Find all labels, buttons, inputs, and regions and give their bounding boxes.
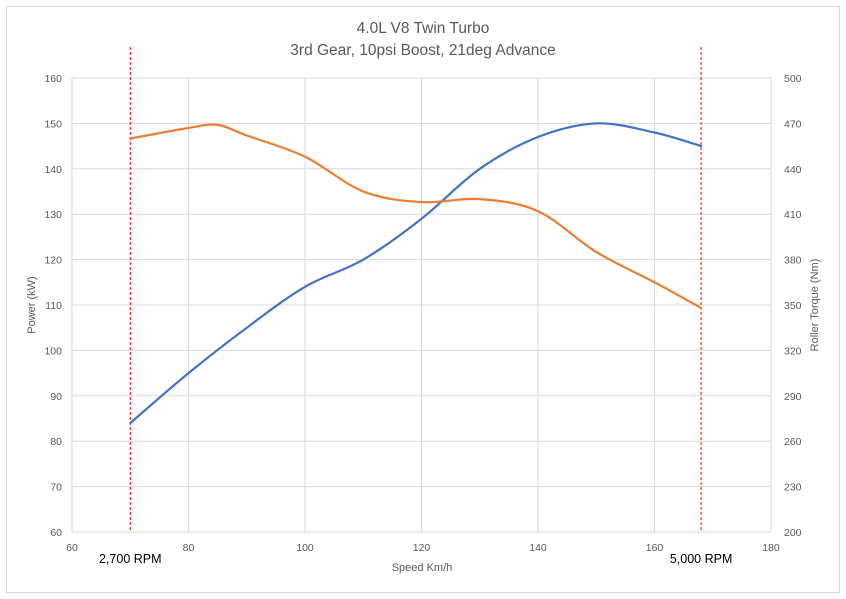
chart-title-line-1: 4.0L V8 Twin Turbo [357,20,490,37]
y2-tick-label: 410 [784,209,802,221]
series [129,122,703,425]
x-tick-label: 140 [529,542,547,554]
y-tick-label: 130 [44,209,62,221]
y-tick-label: 80 [50,436,62,448]
y-axis-title: Power (kW) [26,276,38,333]
x-tick-label: 60 [66,542,78,554]
y-tick-label: 140 [44,164,62,176]
y2-axis-title: Roller Torque (Nm) [809,259,821,352]
chart-title-line-2: 3rd Gear, 10psi Boost, 21deg Advance [290,42,555,59]
x-tick-label: 100 [296,542,314,554]
rpm-markers: 2,700 RPM 5,000 RPM [99,47,732,566]
y-tick-label: 150 [44,118,62,130]
y-tick-label: 60 [50,527,62,539]
x-tick-label: 120 [413,542,431,554]
y-tick-label: 110 [45,300,62,312]
y-tick-label: 160 [44,73,62,85]
x-tick-label: 80 [183,542,195,554]
roller-torque-line [129,123,703,310]
y2-tick-label: 500 [784,73,802,85]
y2-tick-label: 260 [784,436,802,448]
x-axis-title: Speed Km/h [392,562,453,574]
y2-tick-label: 320 [784,345,802,357]
y-tick-label: 120 [44,255,62,267]
rpm-marker-label: 2,700 RPM [99,552,162,566]
grid [71,77,772,533]
y2-tick-label: 380 [784,255,802,267]
y2-tick-label: 440 [784,164,802,176]
y-tick-label: 70 [50,482,62,494]
y-tick-label: 90 [50,391,62,403]
y2-tick-label: 230 [784,482,802,494]
y2-tick-label: 350 [784,300,802,312]
power-line [129,122,703,425]
tick-labels: 60 70 80 90 100 110 120 130 140 150 160 60 80 100 120 1… [44,73,801,554]
rpm-marker-label: 5,000 RPM [670,552,733,566]
y2-tick-label: 470 [784,118,802,130]
x-tick-label: 180 [762,542,780,554]
x-tick-label: 160 [646,542,664,554]
y2-tick-label: 290 [784,391,802,403]
y-tick-label: 100 [44,345,62,357]
y2-tick-label: 200 [784,527,802,539]
